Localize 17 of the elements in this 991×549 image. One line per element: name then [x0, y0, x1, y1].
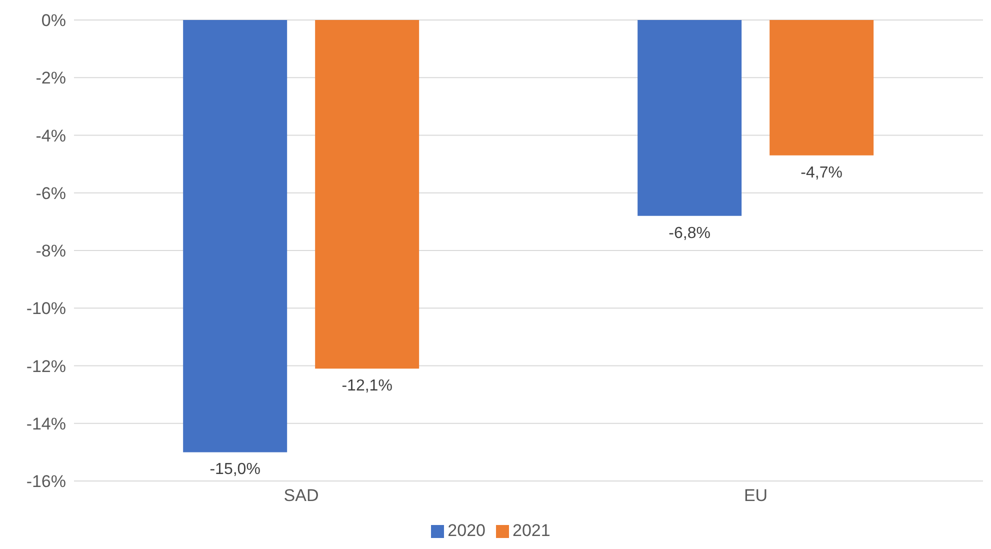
y-tick-label: -2%	[36, 68, 66, 88]
data-label: -4,7%	[800, 164, 842, 182]
y-tick-label: -4%	[36, 126, 66, 146]
legend-label: 2020	[448, 521, 486, 540]
y-tick-label: -16%	[26, 472, 66, 492]
y-tick-label: -8%	[36, 242, 66, 261]
legend-label: 2021	[512, 521, 550, 540]
y-tick-label: -14%	[26, 414, 66, 434]
y-tick-label: -6%	[36, 184, 66, 203]
y-tick-label: -10%	[26, 299, 66, 318]
x-tick-label: SAD	[284, 486, 319, 506]
x-tick-label: EU	[744, 486, 768, 506]
data-label: -6,8%	[668, 224, 710, 242]
y-tick-label: 0%	[41, 11, 66, 30]
data-label: -12,1%	[342, 378, 392, 395]
data-label: -15,0%	[210, 461, 260, 478]
y-tick-label: -12%	[26, 356, 66, 376]
